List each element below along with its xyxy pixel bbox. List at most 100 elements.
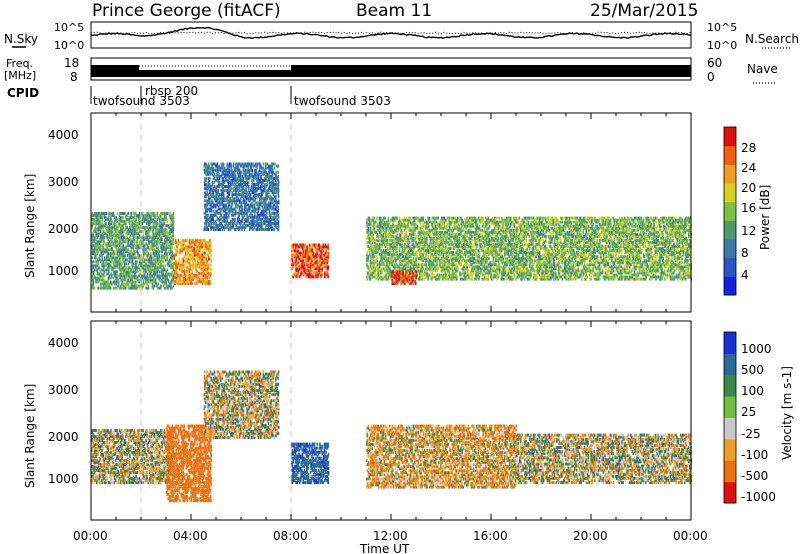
power-cell (147, 212, 149, 215)
power-cell (248, 185, 250, 188)
power-cell (95, 238, 97, 241)
power-cell (275, 212, 277, 215)
power-cell (404, 243, 406, 246)
power-cell (113, 277, 115, 280)
power-cell (156, 254, 158, 257)
power-cell (142, 264, 144, 267)
date-title: 25/Mar/2015 (590, 1, 698, 21)
power-cell (116, 270, 118, 273)
power-cell (104, 220, 106, 223)
power-cell (379, 243, 381, 246)
power-cell (157, 224, 159, 227)
power-cell (133, 262, 135, 265)
power-cell (101, 230, 103, 233)
power-cell (432, 255, 434, 258)
power-cell (423, 223, 425, 226)
power-cell (158, 275, 160, 278)
nsky-panel: N.Sky 10^5 10^0 10^5 10^0 N.Search (4, 21, 799, 52)
power-cell (276, 226, 278, 229)
power-cell (124, 283, 126, 286)
power-cell (367, 265, 369, 268)
power-cell (274, 167, 276, 170)
power-cell (147, 273, 149, 276)
power-cell (201, 249, 203, 252)
power-cell (389, 239, 391, 242)
power-cell (272, 163, 274, 166)
power-cell (367, 251, 369, 254)
power-cell (171, 250, 173, 253)
power-cell (444, 251, 446, 254)
power-cell (155, 250, 157, 253)
power-cell (104, 240, 106, 243)
power-cell (108, 262, 110, 265)
power-cell (298, 255, 300, 258)
power-cell (121, 242, 123, 245)
power-cell (212, 181, 214, 184)
power-cell (146, 250, 148, 253)
power-cell (179, 241, 181, 244)
power-cell (186, 266, 188, 269)
power-cell (408, 235, 410, 238)
power-cell (195, 239, 197, 242)
power-cell (375, 221, 377, 224)
power-cell (320, 261, 322, 264)
power-cell (401, 231, 403, 234)
power-cell (236, 163, 238, 166)
power-cell (440, 231, 442, 234)
power-cell (238, 191, 240, 194)
power-cell (296, 267, 298, 270)
power-cell (205, 204, 207, 207)
nave-label: Nave (747, 62, 778, 76)
power-cell (414, 217, 416, 220)
power-cell (199, 278, 201, 281)
power-cell (396, 225, 398, 228)
power-cell (434, 217, 436, 220)
nsky-tick-top: 10^5 (54, 21, 84, 34)
power-cell (101, 244, 103, 247)
power-cell (95, 277, 97, 280)
power-cell (125, 262, 127, 265)
power-cell (101, 222, 103, 225)
power-cell (97, 287, 99, 290)
power-cell (99, 266, 101, 269)
power-cell (210, 268, 212, 271)
power-cell (125, 212, 127, 215)
power-cell (220, 208, 222, 211)
power-cell (144, 244, 146, 247)
power-cell (137, 252, 139, 255)
power-cell (175, 239, 177, 242)
power-cell (126, 258, 128, 261)
power-cell (390, 269, 392, 272)
power-cell (326, 252, 328, 255)
power-cell (260, 175, 262, 178)
power-cell (437, 235, 439, 238)
power-cell (240, 171, 242, 174)
radar-figure: Prince George (fitACF) Beam 11 25/Mar/20… (0, 0, 800, 554)
power-cell (137, 285, 139, 288)
power-cell (277, 175, 279, 178)
power-cell (185, 278, 187, 281)
power-cell (243, 191, 245, 194)
power-cell (414, 245, 416, 248)
power-cell (246, 204, 248, 207)
power-cell (207, 253, 209, 256)
power-cell (436, 231, 438, 234)
power-cell (104, 256, 106, 259)
power-cell (278, 199, 280, 202)
power-cell (95, 264, 97, 267)
freq-panel: Freq. [MHz] 18 8 60 0 Nave (4, 56, 778, 84)
power-cell (437, 223, 439, 226)
power-cell (148, 285, 150, 288)
power-cell (298, 250, 300, 253)
power-cell (120, 212, 122, 215)
power-cell (160, 285, 162, 288)
power-cell (424, 231, 426, 234)
power-cell (148, 238, 150, 241)
power-cell (202, 262, 204, 265)
power-cell (318, 273, 320, 276)
power-cell (321, 273, 323, 276)
power-cell (233, 208, 235, 211)
power-cell (414, 267, 416, 270)
power-cell (397, 251, 399, 254)
power-cell (433, 233, 435, 236)
